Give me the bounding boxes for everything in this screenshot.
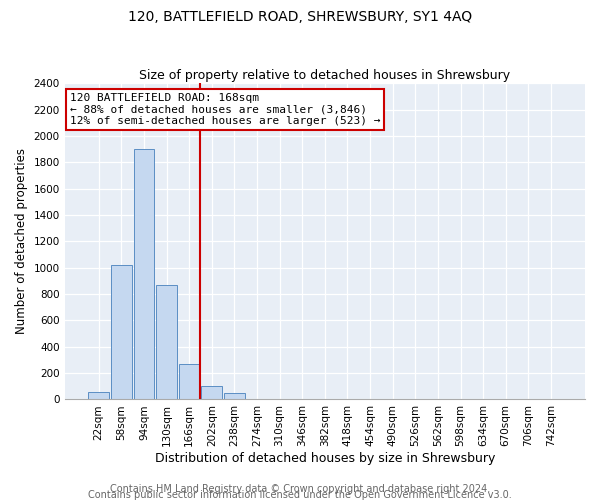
Bar	[202, 386, 222, 400]
Text: Contains HM Land Registry data © Crown copyright and database right 2024.: Contains HM Land Registry data © Crown c…	[110, 484, 490, 494]
Bar	[88, 392, 109, 400]
Text: 120, BATTLEFIELD ROAD, SHREWSBURY, SY1 4AQ: 120, BATTLEFIELD ROAD, SHREWSBURY, SY1 4…	[128, 10, 472, 24]
Bar	[111, 265, 132, 400]
Bar	[134, 149, 154, 400]
Bar	[179, 364, 200, 400]
X-axis label: Distribution of detached houses by size in Shrewsbury: Distribution of detached houses by size …	[155, 452, 495, 465]
Text: 120 BATTLEFIELD ROAD: 168sqm
← 88% of detached houses are smaller (3,846)
12% of: 120 BATTLEFIELD ROAD: 168sqm ← 88% of de…	[70, 92, 380, 126]
Bar	[224, 393, 245, 400]
Text: Contains public sector information licensed under the Open Government Licence v3: Contains public sector information licen…	[88, 490, 512, 500]
Y-axis label: Number of detached properties: Number of detached properties	[15, 148, 28, 334]
Title: Size of property relative to detached houses in Shrewsbury: Size of property relative to detached ho…	[139, 69, 511, 82]
Bar	[156, 285, 177, 400]
